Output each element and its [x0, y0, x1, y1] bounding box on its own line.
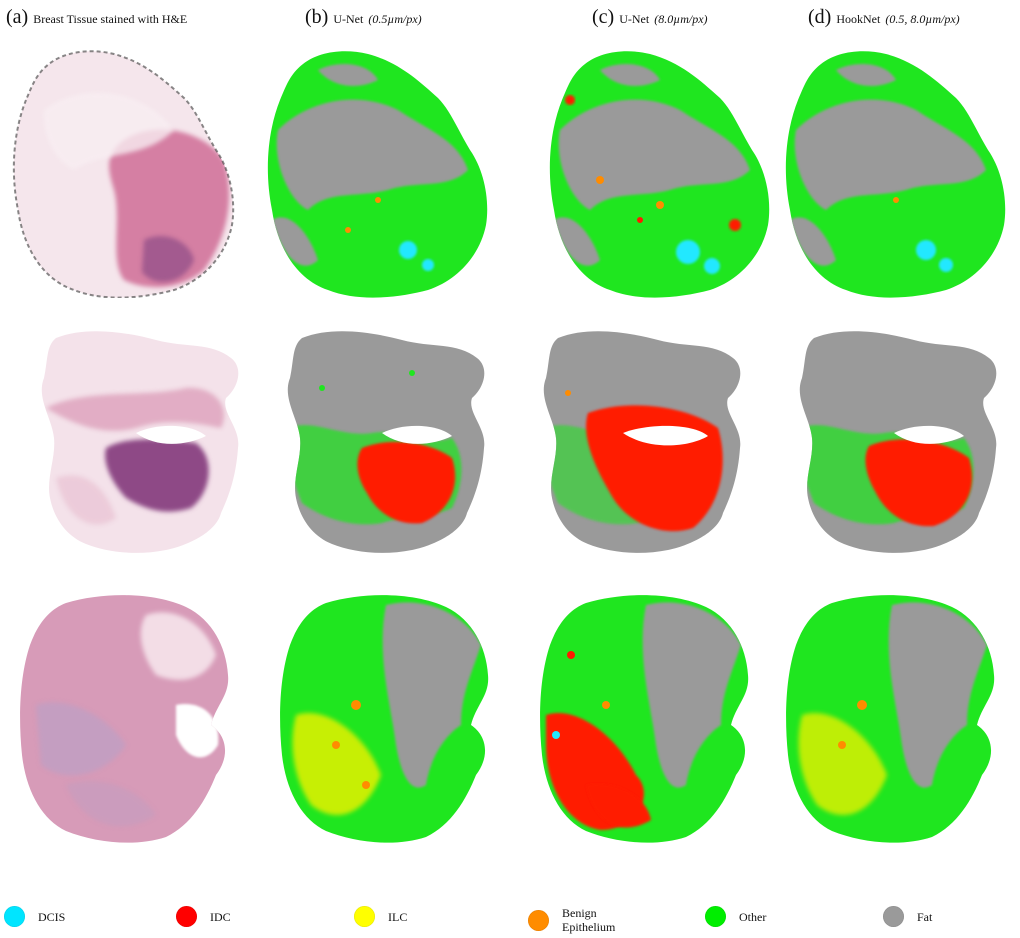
panel-caption-a: Breast Tissue stained with H&E: [33, 12, 188, 26]
header-col-c: (c) U-Net (8.0µm/px): [592, 6, 708, 32]
panel-caption-d: HookNet: [836, 12, 881, 26]
dcis-swatch-icon: [4, 906, 25, 927]
unet-0.5-panel-row3: [266, 585, 506, 843]
benign-swatch-icon: [528, 909, 549, 931]
panel-tag-a: (a): [6, 6, 29, 28]
panel-caption-c: U-Net: [619, 12, 650, 26]
panel-caption-b: U-Net: [333, 12, 364, 26]
ilc-swatch-icon: [354, 906, 375, 927]
he-panel-row2: [16, 318, 256, 576]
legend-label-benign-line1: Benign: [562, 906, 597, 920]
legend-item-dcis: DCIS: [4, 906, 65, 927]
unet-8.0-panel-row2: [518, 318, 758, 576]
fat-swatch-icon: [883, 906, 904, 927]
panel-tag-c: (c): [592, 6, 615, 28]
he-panel-row1: [4, 40, 244, 298]
hooknet-panel-row3: [772, 585, 1012, 843]
header-col-a: (a) Breast Tissue stained with H&E: [6, 6, 187, 32]
legend-label-other: Other: [739, 909, 767, 924]
legend-label-benign: Benign Epithelium: [562, 906, 615, 934]
panel-tag-d: (d): [808, 6, 832, 28]
legend-item-other: Other: [705, 906, 766, 927]
unet-8.0-panel-row3: [526, 585, 766, 843]
he-panel-row3: [6, 585, 246, 843]
header-col-d: (d) HookNet (0.5, 8.0µm/px): [808, 6, 960, 32]
idc-swatch-icon: [176, 906, 197, 927]
panel-tag-b: (b): [305, 6, 329, 28]
header-col-b: (b) U-Net (0.5µm/px): [305, 6, 422, 32]
hooknet-panel-row2: [774, 318, 1014, 576]
panel-param-c: (8.0µm/px): [654, 12, 708, 26]
legend-item-benign: Benign Epithelium: [528, 906, 615, 934]
legend-item-idc: IDC: [176, 906, 231, 927]
legend-label-ilc: ILC: [388, 909, 408, 924]
legend-label-benign-line2: Epithelium: [562, 920, 616, 934]
unet-8.0-panel-row1: [540, 40, 780, 298]
legend-label-fat: Fat: [917, 909, 933, 924]
other-swatch-icon: [705, 906, 726, 927]
legend-label-idc: IDC: [210, 909, 231, 924]
legend: DCIS IDC ILC Benign Epithelium Other Fat: [0, 900, 1020, 938]
panel-param-d: (0.5, 8.0µm/px): [885, 12, 960, 26]
hooknet-panel-row1: [776, 40, 1016, 298]
unet-0.5-panel-row1: [258, 40, 498, 298]
legend-item-fat: Fat: [883, 906, 932, 927]
panel-param-b: (0.5µm/px): [368, 12, 422, 26]
legend-item-ilc: ILC: [354, 906, 407, 927]
legend-label-dcis: DCIS: [38, 909, 66, 924]
unet-0.5-panel-row2: [262, 318, 502, 576]
